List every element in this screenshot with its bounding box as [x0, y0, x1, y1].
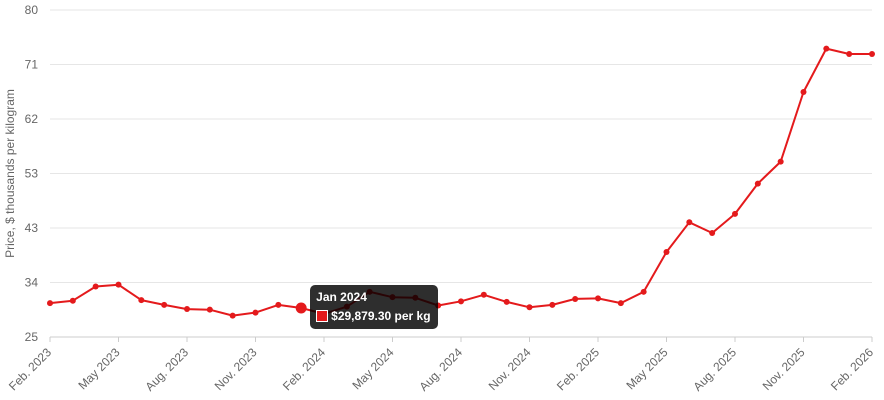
data-point	[69, 297, 76, 304]
data-point	[366, 288, 373, 295]
data-point	[526, 304, 533, 311]
x-tick-label: Nov. 2023	[212, 345, 260, 393]
data-point	[343, 303, 350, 310]
y-tick-label: 71	[25, 58, 39, 72]
data-point	[709, 229, 716, 236]
data-point	[640, 288, 647, 295]
x-tick-label: Aug. 2024	[417, 345, 466, 394]
data-point	[617, 300, 624, 307]
y-tick-label: 80	[25, 3, 39, 17]
data-point	[869, 50, 875, 57]
y-axis-title: Price, $ thousands per kilogram	[3, 89, 17, 258]
data-point	[800, 89, 807, 96]
data-point	[115, 281, 122, 288]
data-point	[823, 45, 830, 52]
data-point	[732, 210, 738, 217]
data-point	[686, 219, 693, 226]
data-point	[47, 300, 53, 307]
x-tick-label: Feb. 2023	[6, 345, 54, 393]
data-point	[184, 306, 190, 313]
data-point	[572, 295, 579, 302]
data-point	[161, 301, 168, 308]
data-point	[206, 306, 213, 313]
data-point	[777, 158, 784, 165]
x-tick-label: Aug. 2025	[691, 345, 740, 394]
x-tick-label: May 2024	[349, 345, 396, 392]
data-point	[663, 248, 670, 255]
data-point	[321, 310, 327, 317]
data-point	[229, 312, 236, 319]
data-point	[252, 309, 259, 316]
data-point	[503, 298, 510, 305]
x-tick-label: Aug. 2023	[143, 345, 192, 394]
data-point	[754, 180, 761, 187]
data-point	[412, 294, 419, 301]
x-tick-label: Feb. 2025	[554, 345, 602, 393]
y-tick-label: 25	[25, 330, 39, 344]
series-line	[49, 47, 872, 317]
data-point	[458, 298, 464, 305]
data-point	[275, 301, 282, 308]
data-point	[846, 50, 853, 57]
data-point	[549, 301, 556, 308]
data-point	[295, 302, 307, 314]
x-tick-label: Feb. 2024	[280, 345, 328, 393]
data-point	[138, 297, 145, 304]
y-tick-label: 43	[25, 221, 39, 235]
data-point	[389, 294, 396, 301]
x-tick-label: May 2023	[75, 345, 122, 392]
x-tick-label: May 2025	[623, 345, 670, 392]
data-point	[480, 291, 487, 298]
data-point	[92, 283, 99, 290]
data-point	[595, 295, 601, 302]
x-tick-label: Nov. 2024	[486, 345, 534, 393]
data-point	[435, 302, 442, 309]
y-tick-label: 34	[25, 276, 39, 290]
x-tick-label: Feb. 2026	[828, 345, 876, 393]
y-tick-label: 53	[25, 167, 39, 181]
x-tick-label: Nov. 2025	[760, 345, 808, 393]
y-tick-label: 62	[25, 112, 39, 126]
